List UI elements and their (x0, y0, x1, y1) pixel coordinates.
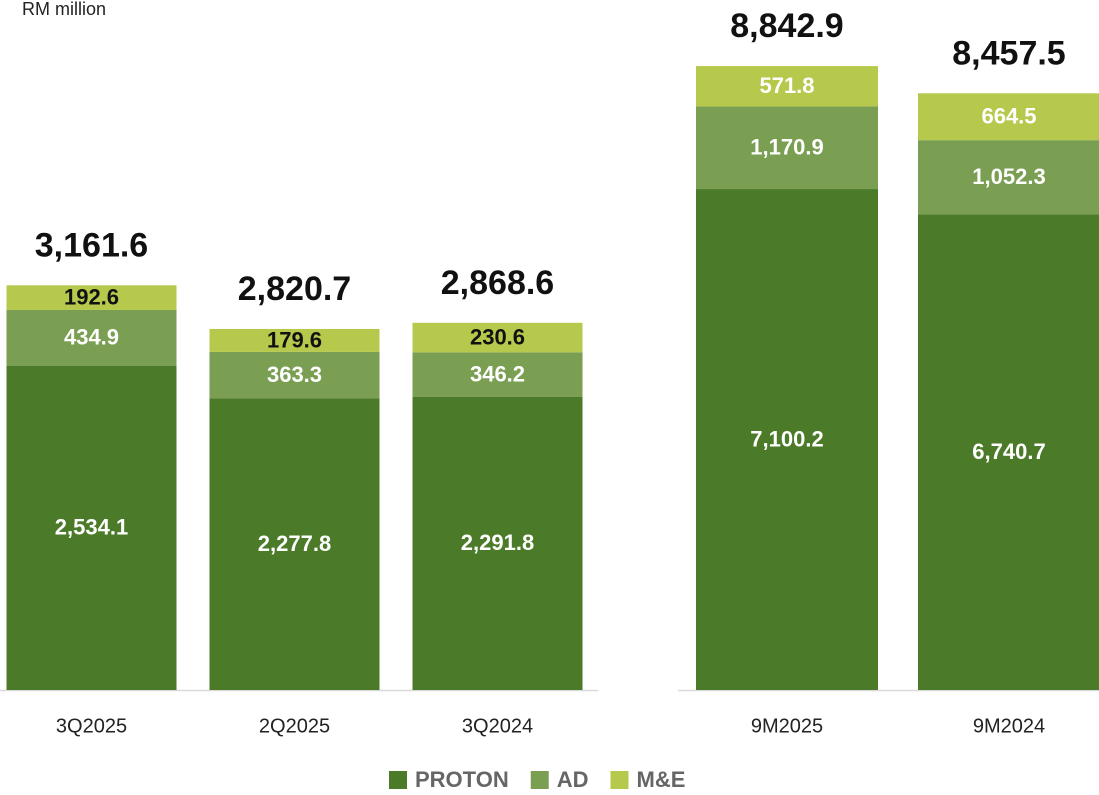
x-tick-label: 9M2025 (751, 715, 823, 737)
bar-segment (696, 66, 878, 107)
bar-segment (918, 140, 1099, 215)
legend-swatch (389, 771, 407, 789)
value-label: 1,052.3 (972, 164, 1045, 189)
legend-swatch (530, 771, 549, 789)
legend-label: AD (557, 767, 589, 792)
legend-label: PROTON (415, 767, 509, 792)
x-tick-label: 3Q2025 (56, 715, 127, 737)
value-label: 434.9 (64, 325, 119, 350)
bar-segment (209, 351, 380, 399)
value-label: 346.2 (470, 361, 525, 386)
bar-segment (412, 352, 583, 397)
total-label: 8,457.5 (952, 34, 1065, 72)
bar-segment (6, 285, 177, 310)
bar-segment (918, 93, 1099, 141)
x-tick-label: 9M2024 (973, 715, 1045, 737)
legend-label: M&E (637, 767, 686, 792)
value-label: 7,100.2 (750, 426, 823, 451)
total-label: 2,868.6 (441, 264, 554, 302)
value-label: 2,291.8 (461, 530, 534, 555)
bar-segment (918, 214, 1099, 690)
value-label: 1,170.9 (750, 135, 823, 160)
total-label: 3,161.6 (35, 226, 148, 264)
total-label: 2,820.7 (238, 270, 351, 308)
bar-segment (6, 309, 177, 366)
value-label: 6,740.7 (972, 439, 1045, 464)
bar-segment (696, 106, 878, 190)
bar-segment (412, 396, 583, 690)
value-label: 2,534.1 (55, 515, 128, 540)
value-label: 192.6 (64, 284, 119, 309)
bar-segment (412, 322, 583, 353)
value-label: 571.8 (759, 73, 814, 98)
value-label: 179.6 (267, 327, 322, 352)
x-tick-label: 2Q2025 (259, 715, 330, 737)
value-label: 664.5 (981, 104, 1036, 129)
bar-segment (6, 365, 177, 690)
legend-swatch (610, 771, 629, 789)
value-label: 230.6 (470, 324, 525, 349)
bar-segment (209, 328, 380, 352)
value-label: 2,277.8 (258, 531, 331, 556)
unit-label: RM million (22, 0, 106, 19)
bar-segment (696, 189, 878, 690)
value-label: 363.3 (267, 362, 322, 387)
bar-segment (209, 398, 380, 690)
total-label: 8,842.9 (730, 7, 843, 45)
x-tick-label: 3Q2024 (462, 715, 533, 737)
